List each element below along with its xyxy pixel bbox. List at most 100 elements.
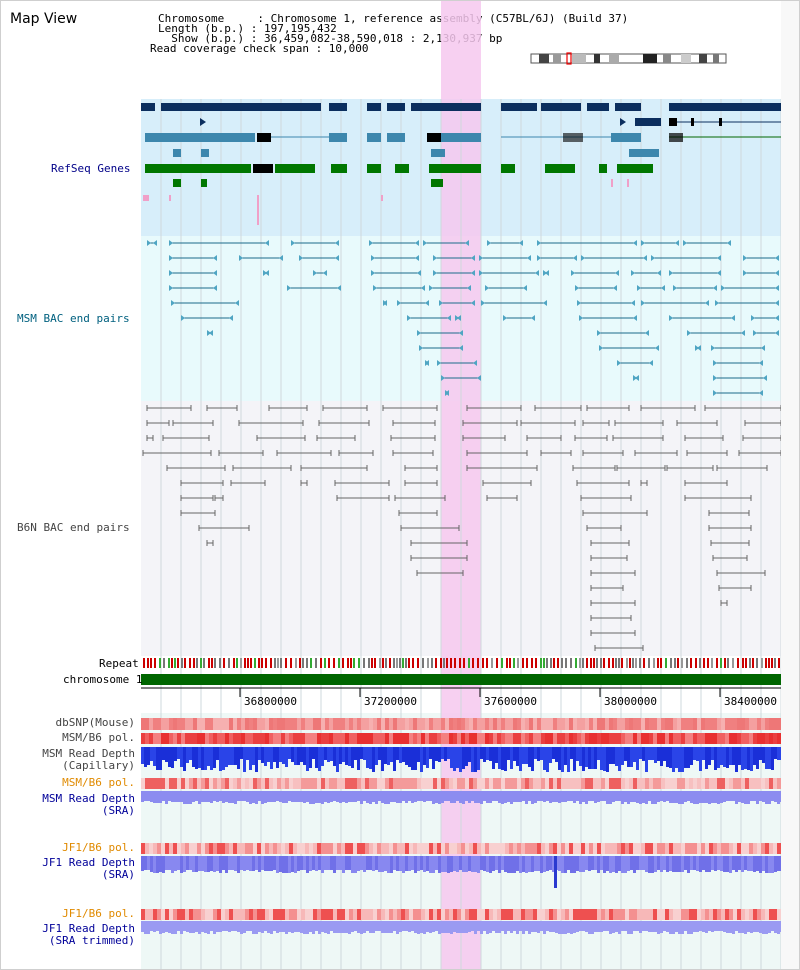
b6n-bac-pairs-track[interactable] (142, 405, 782, 651)
repeat-element (670, 658, 672, 668)
heat-cell (257, 778, 261, 789)
depth-bar (564, 921, 567, 934)
msm-bac-pairs-track[interactable] (147, 240, 779, 396)
heat-cell (317, 778, 321, 789)
heat-cell (633, 843, 637, 854)
heat-cell (649, 718, 653, 730)
variation-tracks[interactable] (141, 718, 783, 934)
heat-cell (445, 778, 449, 789)
heat-cell (225, 778, 229, 789)
heat-cell (437, 778, 441, 789)
heat-cell (777, 843, 781, 854)
depth-bar (639, 921, 642, 933)
depth-spike (554, 856, 557, 888)
heat-cell (509, 733, 513, 744)
depth-bar (498, 747, 501, 769)
depth-bar (645, 921, 648, 931)
msm-bac-label[interactable]: MSM BAC end pairs (17, 312, 130, 325)
depth-bar (570, 791, 573, 801)
depth-bar (771, 747, 774, 770)
refseq-genes-label[interactable]: RefSeq Genes (51, 162, 131, 175)
depth-bar (639, 747, 642, 759)
depth-bar (732, 747, 735, 765)
depth-bar (663, 921, 666, 931)
heat-cell (629, 778, 633, 789)
heat-cell (593, 909, 597, 920)
repeat-element (240, 658, 242, 668)
msm-bac-end (775, 285, 779, 291)
msm-bac-end (169, 270, 173, 276)
heat-cell (653, 843, 657, 854)
heat-cell (537, 843, 541, 854)
depth-bar (726, 856, 729, 872)
heat-cell (605, 733, 609, 744)
depth-bar (675, 856, 678, 872)
heat-cell (713, 909, 717, 920)
depth-bar (432, 791, 435, 804)
heat-cell (345, 733, 349, 744)
heat-cell (741, 843, 745, 854)
depth-bar (636, 791, 639, 803)
depth-bar (312, 921, 315, 934)
heat-cell (621, 843, 625, 854)
depth-bar (624, 921, 627, 931)
heat-cell (213, 733, 217, 744)
depth-bar (657, 856, 660, 870)
msm-bac-end (761, 345, 765, 351)
depth-bar (423, 791, 426, 802)
heat-cell (329, 843, 333, 854)
depth-bar (195, 791, 198, 801)
heat-cell (457, 909, 461, 920)
heat-cell (481, 718, 485, 730)
repeat-track[interactable] (143, 658, 780, 668)
repeat-element (353, 658, 355, 668)
heat-cell (545, 909, 549, 920)
depth-bar (384, 747, 387, 764)
repeat-element (399, 658, 401, 668)
repeat-element (393, 658, 395, 668)
depth-bar (450, 921, 453, 934)
refseq-genes-track[interactable] (141, 103, 781, 225)
depth-bar (708, 921, 711, 931)
depth-bar (585, 747, 588, 767)
chromosome-bar[interactable] (141, 674, 781, 685)
depth-bar (669, 921, 672, 934)
msm-bac-end (543, 300, 547, 306)
depth-bar (465, 747, 468, 766)
repeat-element (621, 658, 623, 668)
depth-bar (597, 747, 600, 760)
heat-cell (601, 843, 605, 854)
heat-cell (681, 843, 685, 854)
heat-cell (485, 843, 489, 854)
heat-cell (593, 733, 597, 744)
heat-cell (773, 733, 777, 744)
depth-bar (420, 791, 423, 801)
depth-bar (717, 921, 720, 931)
depth-bar (729, 921, 732, 933)
heat-cell (529, 909, 533, 920)
msm-bac-end (153, 240, 157, 246)
repeat-element (358, 658, 360, 668)
depth-bar (762, 921, 765, 934)
heat-cell (709, 843, 713, 854)
heat-cell (653, 718, 657, 730)
repeat-element (328, 658, 330, 668)
heat-cell (405, 718, 409, 730)
b6n-bac-label[interactable]: B6N BAC end pairs (17, 521, 130, 534)
heat-cell (181, 733, 185, 744)
depth-bar (282, 856, 285, 873)
depth-bar (771, 791, 774, 801)
heat-cell (493, 733, 497, 744)
chromosome-ideogram[interactable] (530, 52, 727, 65)
depth-bar (528, 791, 531, 801)
depth-bar (180, 921, 183, 934)
msm-bac-end (471, 300, 475, 306)
depth-bar (600, 791, 603, 801)
heat-cell (273, 718, 277, 730)
heat-cell (585, 733, 589, 744)
heat-cell (653, 909, 657, 920)
depth-bar (378, 747, 381, 760)
heat-cell (229, 733, 233, 744)
msm-bac-end (459, 330, 463, 336)
